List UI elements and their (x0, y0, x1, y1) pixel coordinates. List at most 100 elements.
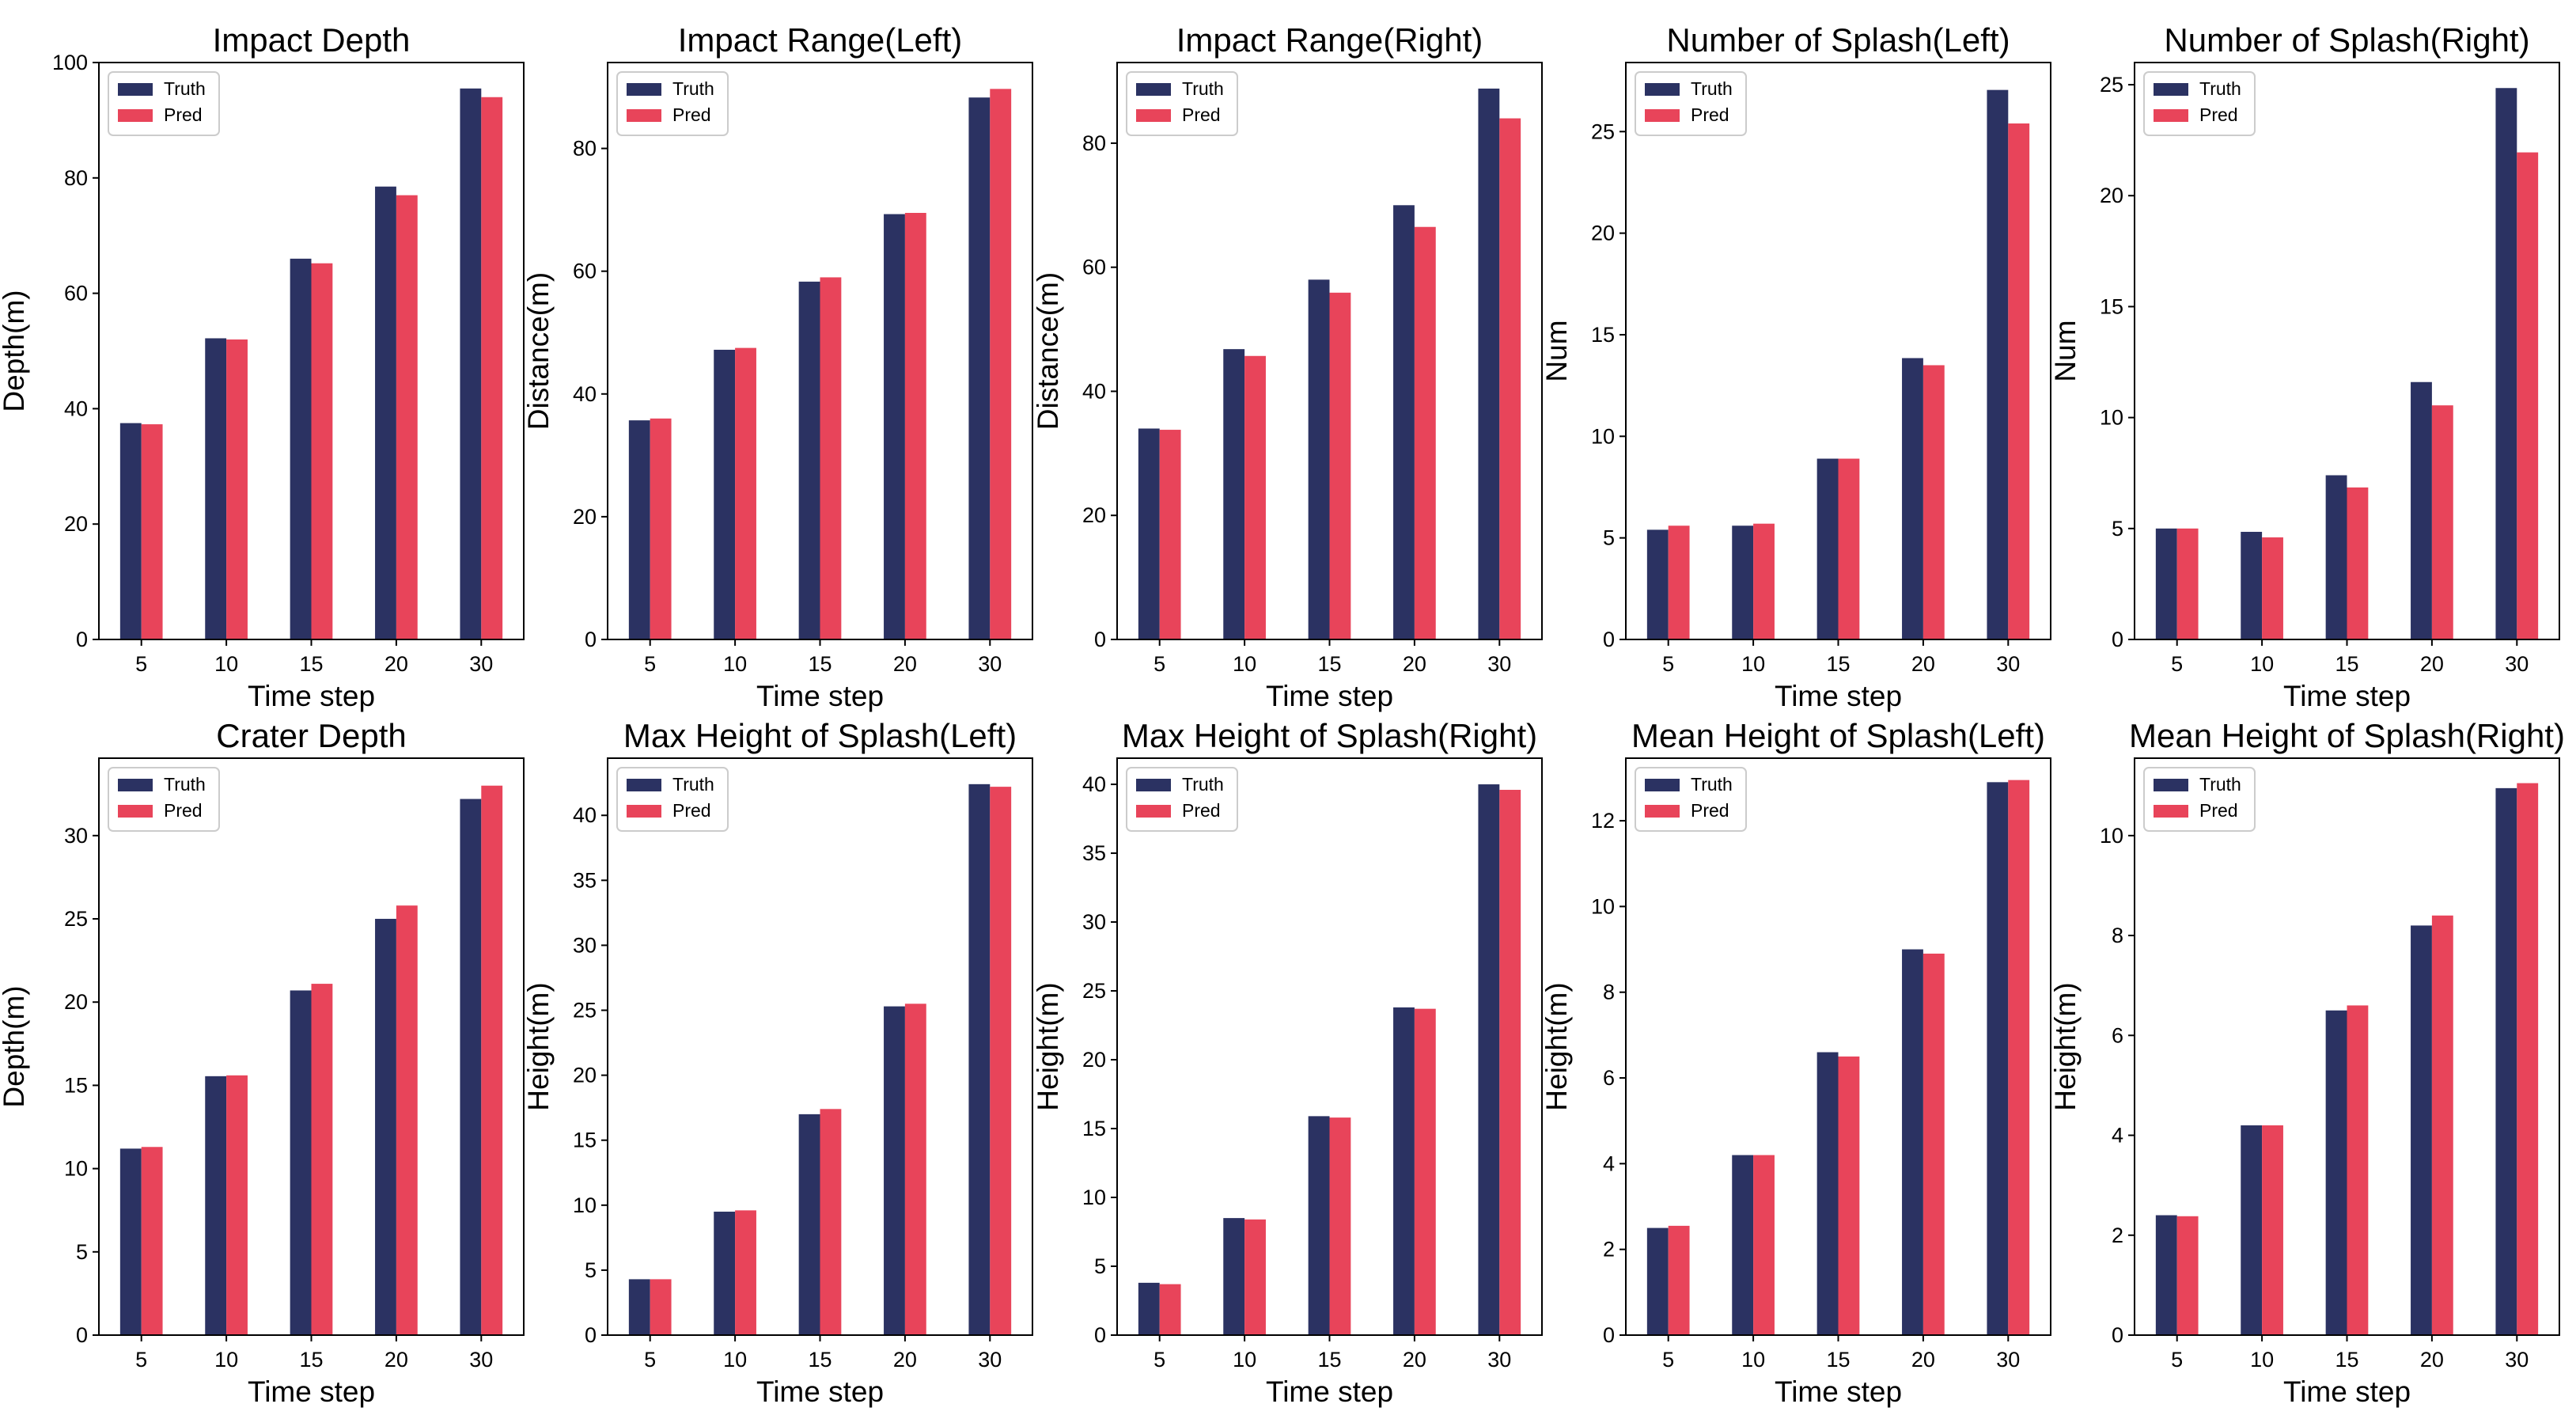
x-axis-label: Time step (1775, 1375, 1902, 1408)
bar-truth-30 (460, 88, 482, 640)
bar-pred-15 (820, 277, 842, 639)
bar-pred-10 (2262, 537, 2283, 639)
subplot-9: 0 2 4 6 8 10 12 5 10 15 20 30 Mean Height of Splash(… (1540, 717, 2051, 1408)
y-tick-label: 4 (2112, 1124, 2123, 1148)
bar-pred-30 (481, 785, 503, 1335)
legend-label-pred: Pred (2199, 104, 2238, 125)
legend-swatch-truth (1136, 83, 1171, 96)
y-tick-label: 0 (585, 628, 597, 651)
x-tick-label: 15 (1826, 1348, 1850, 1372)
bar-truth-20 (375, 919, 396, 1335)
y-tick-label: 35 (1082, 841, 1106, 865)
x-axis-label: Time step (1266, 680, 1393, 712)
y-tick-label: 20 (64, 990, 88, 1014)
bar-pred-30 (1499, 790, 1521, 1335)
bar-truth-10 (714, 349, 736, 639)
legend: Truth Pred (108, 71, 220, 136)
y-axis-label: Distance(m) (522, 272, 555, 430)
y-tick-label: 2 (2112, 1224, 2123, 1247)
bar-truth-15 (798, 1114, 820, 1335)
x-tick-label: 20 (1403, 652, 1426, 676)
bar-truth-20 (1393, 205, 1415, 640)
bar-pred-30 (2517, 152, 2539, 639)
x-tick-label: 10 (214, 1348, 238, 1372)
x-tick-label: 5 (135, 1348, 147, 1372)
chart-title: Impact Range(Right) (1176, 21, 1483, 59)
subplot-5: 0 5 10 15 20 25 5 10 15 20 30 Number of Splash(Righ… (2049, 21, 2560, 712)
y-tick-label: 30 (1082, 910, 1106, 934)
x-tick-label: 30 (1996, 652, 2020, 676)
x-tick-label: 5 (1154, 652, 1165, 676)
bar-truth-15 (2325, 1010, 2347, 1335)
bar-truth-15 (1816, 1052, 1839, 1335)
x-axis-label: Time step (756, 1375, 884, 1408)
y-tick-label: 0 (585, 1323, 597, 1347)
legend-label-truth: Truth (164, 774, 206, 795)
legend-swatch-pred (118, 109, 153, 122)
y-tick-label: 10 (2100, 406, 2123, 430)
bar-pred-15 (311, 984, 333, 1335)
bar-pred-30 (990, 89, 1012, 639)
x-tick-label: 5 (135, 652, 147, 676)
bar-pred-15 (1838, 1056, 1860, 1335)
x-tick-label: 5 (2171, 652, 2183, 676)
x-tick-label: 5 (2171, 1348, 2183, 1372)
y-tick-label: 25 (573, 999, 597, 1023)
bar-truth-30 (2495, 88, 2517, 639)
y-tick-label: 0 (2112, 628, 2123, 651)
legend-label-truth: Truth (2199, 774, 2241, 795)
y-tick-label: 25 (1591, 120, 1615, 143)
chart-title: Number of Splash(Right) (2164, 21, 2529, 59)
bar-pred-10 (226, 1075, 248, 1335)
y-tick-label: 20 (573, 505, 597, 529)
legend-swatch-pred (2154, 109, 2188, 122)
bar-truth-20 (2411, 925, 2432, 1335)
bar-truth-15 (1308, 279, 1330, 639)
chart-title: Number of Splash(Left) (1666, 21, 2010, 59)
y-tick-label: 60 (1082, 256, 1106, 279)
legend: Truth Pred (616, 71, 729, 136)
bar-pred-30 (2008, 780, 2030, 1335)
legend-label-truth: Truth (672, 774, 714, 795)
bar-truth-30 (1987, 89, 2009, 639)
bar-truth-5 (119, 423, 142, 639)
x-tick-label: 5 (1662, 1348, 1674, 1372)
bar-truth-10 (205, 338, 227, 639)
x-axis-label: Time step (2283, 1375, 2411, 1408)
y-tick-label: 60 (64, 282, 88, 305)
x-tick-label: 10 (1233, 1348, 1256, 1372)
legend-label-truth: Truth (1182, 78, 1224, 99)
legend-label-pred: Pred (1691, 800, 1729, 821)
x-axis-label: Time step (1266, 1375, 1393, 1408)
subplot-2: 0 20 40 60 80 5 10 15 20 30 Impact Range(Left) Time… (522, 21, 1033, 712)
legend: Truth Pred (1126, 71, 1238, 136)
y-axis-label: Height(m) (1032, 982, 1064, 1110)
chart-title: Impact Depth (213, 21, 411, 59)
x-tick-label: 20 (1403, 1348, 1426, 1372)
bar-truth-10 (205, 1076, 227, 1335)
x-tick-label: 10 (1741, 1348, 1765, 1372)
bar-truth-5 (1646, 1227, 1669, 1335)
x-tick-label: 5 (1154, 1348, 1165, 1372)
legend: Truth Pred (1635, 71, 1747, 136)
chart-title: Crater Depth (216, 717, 406, 754)
x-tick-label: 15 (1317, 1348, 1341, 1372)
subplot-4: 0 5 10 15 20 25 5 10 15 20 30 Number of Splash(Left… (1540, 21, 2051, 712)
legend-swatch-truth (627, 83, 661, 96)
legend-label-truth: Truth (164, 78, 206, 99)
x-tick-label: 20 (385, 652, 408, 676)
bar-pred-5 (2176, 528, 2199, 639)
bar-pred-5 (1668, 525, 1690, 639)
bar-pred-10 (1244, 1219, 1266, 1335)
legend-label-pred: Pred (1691, 104, 1729, 125)
bar-truth-5 (1646, 529, 1669, 639)
y-tick-label: 5 (1094, 1254, 1106, 1278)
bar-truth-30 (1478, 784, 1500, 1335)
legend: Truth Pred (1126, 767, 1238, 832)
legend-label-pred: Pred (672, 104, 711, 125)
bar-truth-5 (1138, 1282, 1160, 1335)
legend-swatch-truth (627, 779, 661, 791)
y-tick-label: 8 (1603, 981, 1615, 1004)
y-tick-label: 12 (1591, 809, 1615, 833)
